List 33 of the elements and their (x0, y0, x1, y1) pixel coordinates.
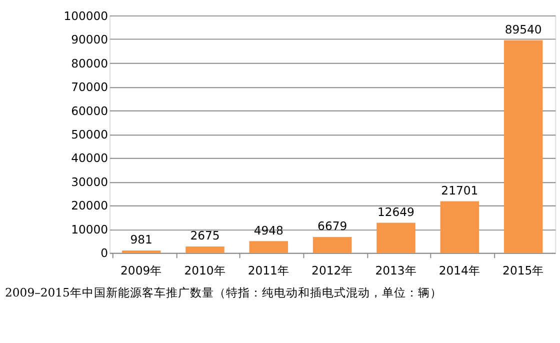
y-tick-label: 50000 (71, 128, 108, 142)
bar (312, 236, 352, 253)
x-tick-label: 2013年 (375, 264, 417, 278)
bar (376, 222, 416, 253)
y-tick-label: 40000 (71, 151, 108, 166)
bar (504, 40, 543, 253)
y-tick-label: 100000 (64, 8, 108, 23)
x-tick-label: 2014年 (438, 264, 480, 278)
y-tick-label: 10000 (71, 222, 108, 236)
x-tick-label: 2010年 (184, 264, 226, 278)
x-tick-label: 2015年 (502, 264, 544, 278)
data-label: 21701 (441, 184, 478, 198)
bar (186, 246, 224, 253)
text: 2009–2015年中国新能源客车推广数量（特指：纯电动和插电式混动，单位：辆） (5, 285, 442, 300)
x-tick-label: 2009年 (120, 264, 162, 278)
y-tick-label: 30000 (71, 174, 108, 189)
data-label: 4948 (254, 223, 284, 238)
bar (122, 250, 161, 253)
data-label: 6679 (318, 219, 348, 234)
x-tick-label: 2011年 (248, 264, 290, 278)
data-label: 89540 (504, 22, 542, 36)
x-tick-label: 2012年 (312, 264, 354, 278)
data-label: 12649 (378, 205, 414, 220)
y-tick-label: 20000 (71, 198, 108, 213)
y-tick-label: 0 (100, 246, 108, 260)
bar (440, 201, 480, 253)
y-tick-label: 60000 (71, 104, 108, 118)
data-label: 2675 (190, 228, 220, 243)
data-label: 981 (130, 232, 152, 247)
y-tick-label: 90000 (71, 32, 108, 47)
bar (249, 241, 288, 253)
y-tick-label: 70000 (71, 80, 108, 94)
y-tick-label: 80000 (71, 56, 108, 70)
